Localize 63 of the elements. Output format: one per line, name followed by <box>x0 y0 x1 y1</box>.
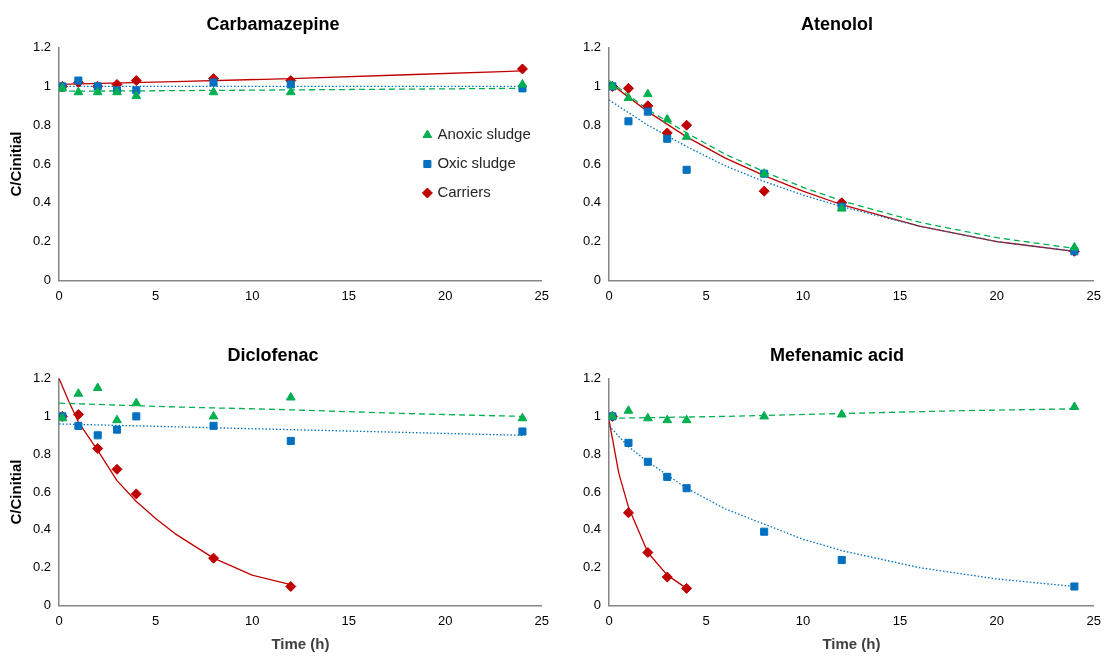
x-axis-title: Time (h) <box>822 635 881 653</box>
y-tick-label: 1 <box>593 407 602 423</box>
y-tick-label: 1.2 <box>582 39 602 55</box>
y-tick-label: 0.8 <box>582 445 602 461</box>
x-tick-label: 5 <box>702 287 710 303</box>
x-tick-label: 25 <box>1086 287 1101 303</box>
y-tick-label: 0.4 <box>32 521 52 537</box>
y-tick-label: 0.2 <box>582 559 602 575</box>
y-tick-label: 1 <box>43 77 52 93</box>
x-tick-label: 0 <box>605 287 613 303</box>
x-tick-label: 0 <box>605 612 613 628</box>
y-tick-label: 0.4 <box>582 521 602 537</box>
x-tick-label: 10 <box>795 287 811 303</box>
y-tick-label: 1.2 <box>32 370 52 386</box>
y-tick-label: 0.6 <box>582 483 602 499</box>
x-tick-label: 15 <box>892 612 908 628</box>
x-tick-label: 10 <box>795 612 811 628</box>
legend-label: Oxic sludge <box>437 154 516 172</box>
y-tick-label: 0.8 <box>32 445 52 461</box>
chart-title: Atenolol <box>801 13 873 34</box>
y-tick-label: 0 <box>43 596 52 612</box>
x-tick-label: 20 <box>438 287 453 303</box>
x-tick-label: 0 <box>55 612 63 628</box>
y-tick-label: 0.6 <box>582 155 602 171</box>
y-tick-label: 0.2 <box>32 559 52 575</box>
x-tick-label: 25 <box>534 287 549 303</box>
y-tick-label: 0 <box>43 271 52 287</box>
x-tick-label: 15 <box>341 612 356 628</box>
y-tick-label: 1 <box>593 77 602 93</box>
y-tick-label: 0.6 <box>32 483 52 499</box>
y-tick-label: 1.2 <box>32 39 52 55</box>
y-tick-label: 0.8 <box>32 116 52 132</box>
x-tick-label: 10 <box>244 287 260 303</box>
y-tick-label: 0.2 <box>582 233 602 249</box>
x-axis-title: Time (h) <box>271 635 330 653</box>
x-tick-label: 5 <box>702 612 710 628</box>
x-tick-label: 15 <box>341 287 356 303</box>
x-tick-label: 10 <box>244 612 260 628</box>
legend-label: Carriers <box>437 183 491 201</box>
x-tick-label: 20 <box>438 612 453 628</box>
y-tick-label: 0.6 <box>32 155 52 171</box>
x-tick-label: 0 <box>55 287 63 303</box>
y-tick-label: 1.2 <box>582 370 602 386</box>
y-axis-title: C/Cinitial <box>7 131 25 197</box>
chart-title: Mefenamic acid <box>769 344 905 365</box>
x-tick-label: 5 <box>151 287 160 303</box>
y-tick-label: 0.4 <box>582 194 602 210</box>
legend-label: Anoxic sludge <box>437 125 531 143</box>
x-tick-label: 5 <box>151 612 160 628</box>
chart-title: Carbamazepine <box>206 13 340 34</box>
chart-title: Diclofenac <box>227 344 319 365</box>
y-tick-label: 0.2 <box>32 233 52 249</box>
y-axis-title: C/Cinitial <box>7 459 25 525</box>
y-tick-label: 0.4 <box>32 194 52 210</box>
y-tick-label: 0 <box>593 271 602 287</box>
x-tick-label: 20 <box>989 287 1005 303</box>
x-tick-label: 25 <box>534 612 549 628</box>
y-tick-label: 0 <box>593 596 602 612</box>
x-tick-label: 25 <box>1086 612 1101 628</box>
y-tick-label: 1 <box>43 407 52 423</box>
x-tick-label: 20 <box>989 612 1005 628</box>
x-tick-label: 15 <box>892 287 908 303</box>
y-tick-label: 0.8 <box>582 116 602 132</box>
